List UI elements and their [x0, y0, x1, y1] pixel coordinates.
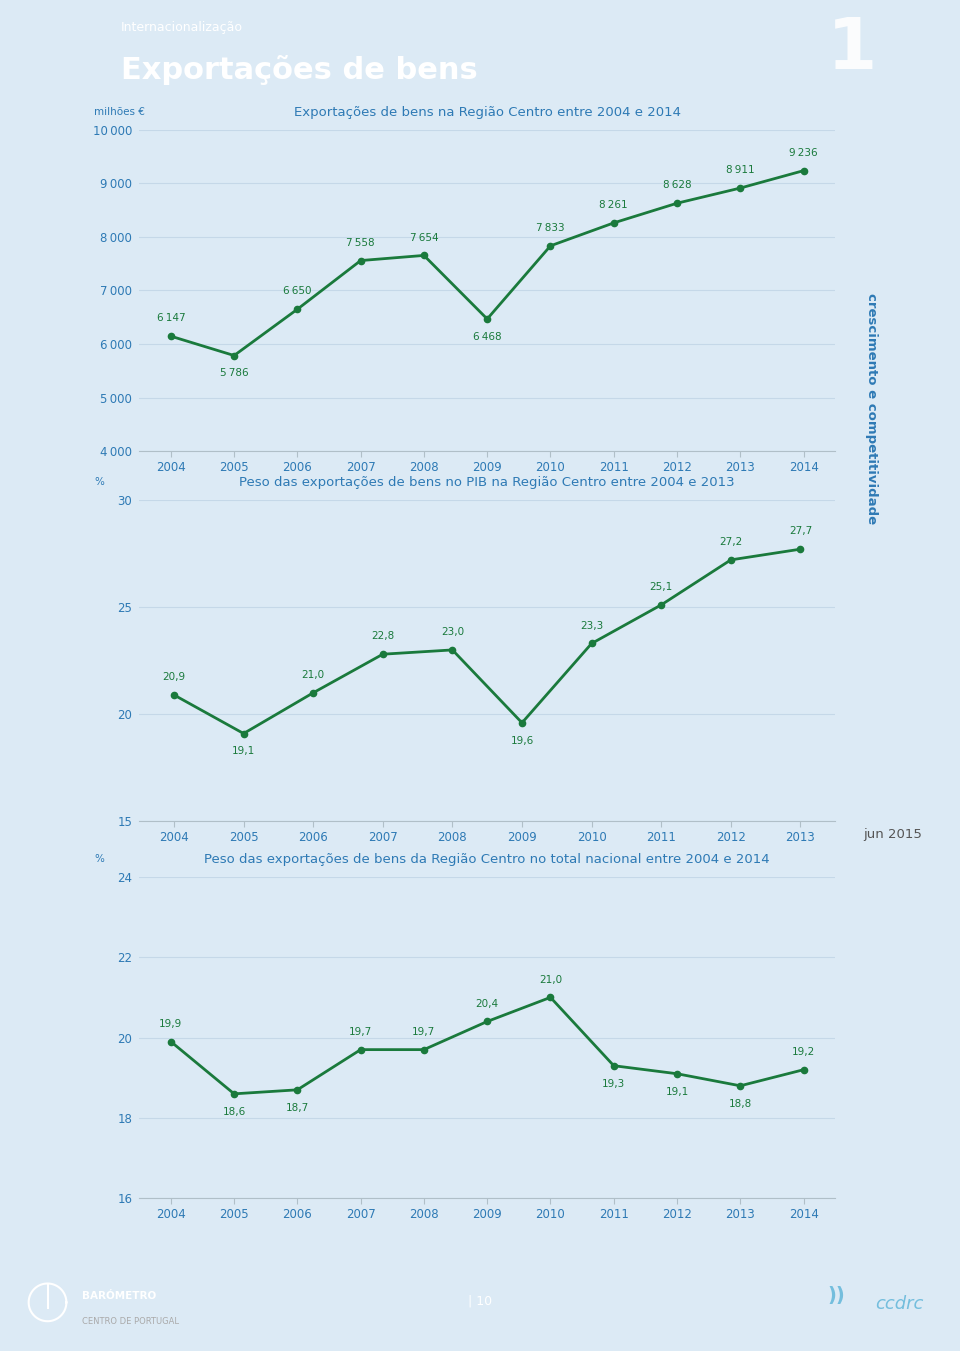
Text: )): )) — [828, 1286, 845, 1305]
Text: 8 261: 8 261 — [599, 200, 628, 209]
Text: jun 2015: jun 2015 — [863, 828, 923, 840]
Text: 5 786: 5 786 — [220, 369, 249, 378]
Text: 19,6: 19,6 — [511, 736, 534, 746]
Text: 21,0: 21,0 — [301, 670, 324, 680]
Text: %: % — [94, 477, 104, 486]
Text: 21,0: 21,0 — [539, 974, 562, 985]
Text: CENTRO DE PORTUGAL: CENTRO DE PORTUGAL — [82, 1316, 179, 1325]
Text: 27,2: 27,2 — [719, 538, 742, 547]
Text: 18,6: 18,6 — [223, 1106, 246, 1117]
Text: 25,1: 25,1 — [650, 582, 673, 592]
Text: 19,9: 19,9 — [159, 1019, 182, 1028]
Text: 9 236: 9 236 — [789, 147, 818, 158]
Text: 27,7: 27,7 — [789, 527, 812, 536]
Text: crescimento e competitividade: crescimento e competitividade — [865, 293, 877, 524]
Text: 6 650: 6 650 — [283, 286, 312, 296]
Text: 7 558: 7 558 — [347, 238, 375, 247]
Text: 18,7: 18,7 — [286, 1102, 309, 1113]
Text: 6 147: 6 147 — [156, 313, 185, 323]
Text: Internacionalização: Internacionalização — [121, 20, 243, 34]
Text: 23,3: 23,3 — [580, 620, 603, 631]
Text: 19,7: 19,7 — [349, 1027, 372, 1036]
Text: Exportações de bens: Exportações de bens — [121, 55, 477, 85]
Text: 22,8: 22,8 — [372, 631, 395, 642]
Title: Peso das exportações de bens da Região Centro no total nacional entre 2004 e 201: Peso das exportações de bens da Região C… — [204, 852, 770, 866]
Text: 8 628: 8 628 — [662, 181, 691, 190]
Text: 19,1: 19,1 — [232, 746, 255, 757]
Text: 19,1: 19,1 — [665, 1086, 688, 1097]
Text: 18,8: 18,8 — [729, 1098, 752, 1109]
Text: 23,0: 23,0 — [441, 627, 464, 638]
Title: Peso das exportações de bens no PIB na Região Centro entre 2004 e 2013: Peso das exportações de bens no PIB na R… — [239, 476, 735, 489]
Text: ccdrc: ccdrc — [876, 1296, 924, 1313]
Text: milhões €: milhões € — [94, 107, 145, 116]
Text: %: % — [94, 854, 104, 863]
Text: 8 911: 8 911 — [726, 165, 755, 176]
Text: | 10: | 10 — [468, 1294, 492, 1308]
Text: 7 654: 7 654 — [410, 232, 438, 243]
Text: 7 833: 7 833 — [537, 223, 564, 232]
Text: BARÓMETRO: BARÓMETRO — [82, 1292, 156, 1301]
Text: 19,2: 19,2 — [792, 1047, 815, 1056]
Text: 20,9: 20,9 — [162, 671, 185, 682]
Title: Exportações de bens na Região Centro entre 2004 e 2014: Exportações de bens na Região Centro ent… — [294, 105, 681, 119]
Text: 20,4: 20,4 — [475, 998, 499, 1009]
Text: 1: 1 — [828, 15, 877, 84]
Text: 6 468: 6 468 — [473, 332, 501, 342]
Text: 19,3: 19,3 — [602, 1078, 625, 1089]
Text: 19,7: 19,7 — [412, 1027, 436, 1036]
